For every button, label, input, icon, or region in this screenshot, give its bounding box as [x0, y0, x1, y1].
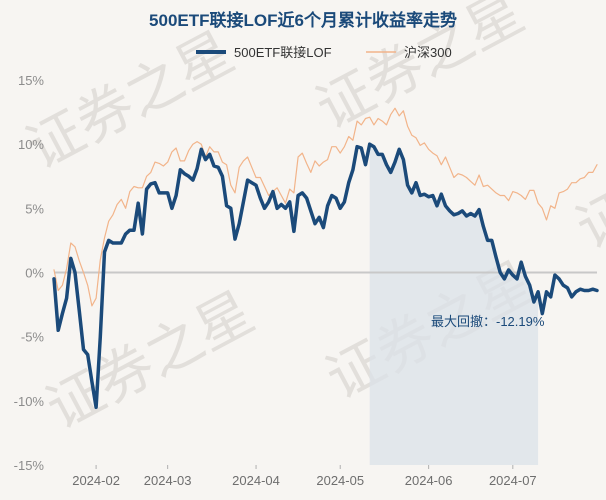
series-line-hs300 [53, 107, 598, 307]
x-tick-label: 2024-03 [144, 473, 192, 488]
y-tick-label: 10% [18, 137, 44, 152]
x-axis-labels: 2024-02 2024-03 2024-04 2024-05 2024-06 2024-… [72, 465, 537, 488]
y-tick-label: -10% [14, 394, 45, 409]
y-tick-label: 5% [25, 201, 44, 216]
series-line-500etf [52, 142, 599, 410]
y-axis-labels: 15% 10% 5% 0% -5% -10% -15% [14, 73, 45, 473]
legend-label-hs300: 沪深300 [404, 45, 452, 60]
legend: 500ETF联接LOF 沪深300 [196, 45, 452, 60]
x-tick-label: 2024-05 [316, 473, 364, 488]
drawdown-shade [369, 144, 539, 465]
annotation-layer: 最大回撤：-12.19% [431, 314, 545, 329]
watermark-text: 证券之星 [566, 100, 606, 263]
x-tick-label: 2024-07 [489, 473, 537, 488]
y-tick-label: 0% [25, 266, 44, 281]
drawdown-shade-layer [369, 144, 539, 465]
x-tick-label: 2024-04 [232, 473, 280, 488]
series-layer [52, 107, 599, 410]
watermark-text: 证券之星 [36, 280, 264, 443]
x-tick-label: 2024-06 [405, 473, 453, 488]
max-drawdown-label: 最大回撤：-12.19% [431, 314, 545, 329]
y-tick-label: -15% [14, 458, 45, 473]
x-tick-label: 2024-02 [72, 473, 120, 488]
y-tick-label: -5% [21, 330, 45, 345]
legend-label-500etf: 500ETF联接LOF [234, 45, 332, 60]
chart-title: 500ETF联接LOF近6个月累计收益率走势 [149, 10, 457, 30]
y-tick-label: 15% [18, 73, 44, 88]
